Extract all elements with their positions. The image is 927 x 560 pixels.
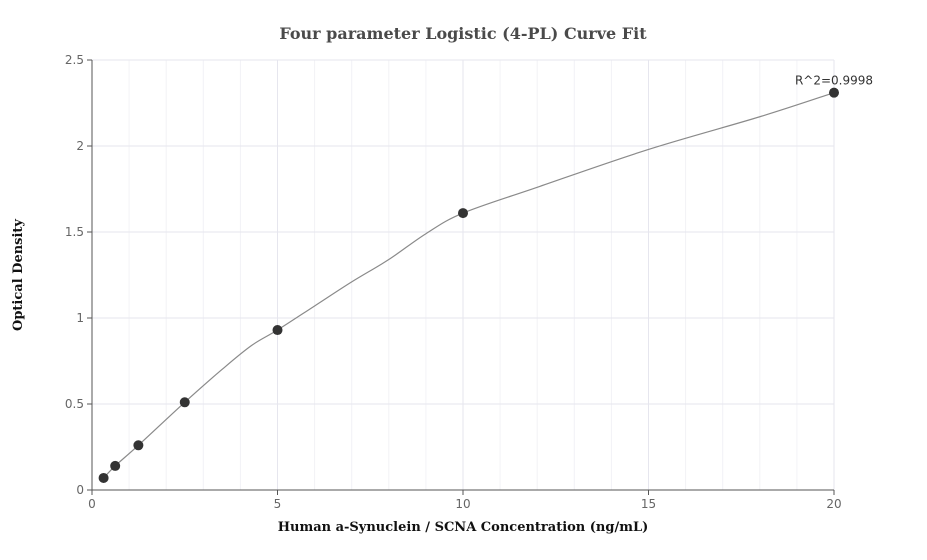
fit-curve [103,92,835,479]
x-tick-label: 15 [641,497,656,511]
x-axis-title: Human a-Synuclein / SCNA Concentration (… [278,520,649,535]
data-point [272,325,283,336]
y-tick-label: 0 [76,483,84,497]
y-tick-label: 2.5 [65,53,84,67]
axes [87,59,835,495]
x-tick-label: 10 [455,497,470,511]
y-tick-label: 1 [76,311,84,325]
chart-title: Four parameter Logistic (4-PL) Curve Fit [279,24,647,43]
grid [92,59,835,490]
data-point [98,472,109,483]
data-point [829,87,839,98]
y-tick-label: 0.5 [65,397,84,411]
y-axis-title: Optical Density [11,219,26,331]
data-point [110,460,121,471]
y-tick-label: 2 [76,139,84,153]
x-tick-label: 20 [826,497,841,511]
tick-labels: 0 0.5 1 1.5 2 2.5 0 5 10 15 20 [65,53,842,511]
r-squared-annotation: R^2=0.9998 [795,74,873,88]
data-point [179,397,190,408]
data-points [98,87,839,483]
data-point [133,440,144,451]
x-tick-label: 5 [274,497,282,511]
y-tick-label: 1.5 [65,225,84,239]
data-point [458,208,468,219]
x-tick-label: 0 [88,497,96,511]
